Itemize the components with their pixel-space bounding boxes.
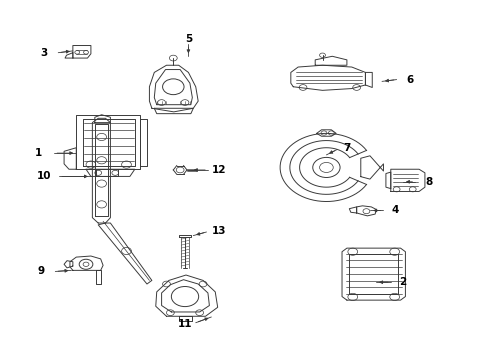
Text: 7: 7 [343, 143, 350, 153]
Text: 5: 5 [184, 34, 192, 44]
Text: 13: 13 [211, 226, 226, 236]
Text: 3: 3 [40, 48, 47, 58]
Text: 4: 4 [391, 206, 399, 216]
Text: 11: 11 [178, 319, 192, 329]
Text: 6: 6 [406, 75, 413, 85]
Text: 9: 9 [37, 266, 44, 276]
Text: 10: 10 [36, 171, 51, 181]
Text: 12: 12 [211, 165, 226, 175]
Text: 1: 1 [35, 148, 42, 158]
Text: 8: 8 [425, 177, 431, 187]
Text: 2: 2 [399, 277, 406, 287]
